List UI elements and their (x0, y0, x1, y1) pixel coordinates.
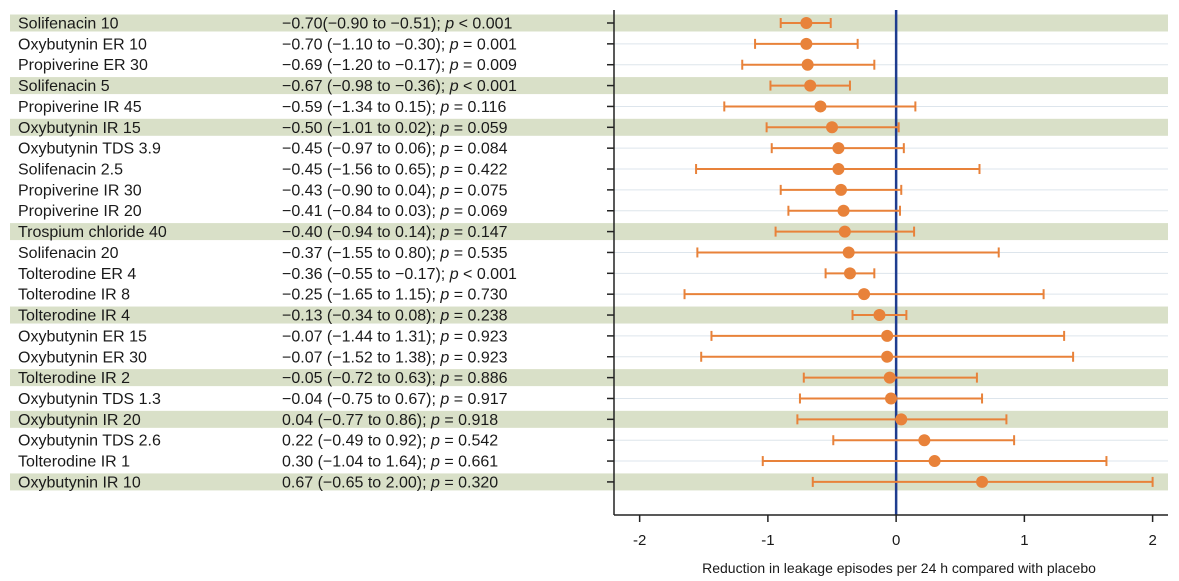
point-estimate (976, 475, 989, 488)
estimate-label: −0.05 (−0.72 to 0.63); p = 0.886 (282, 370, 508, 387)
point-estimate (804, 79, 817, 92)
estimate-label: −0.07 (−1.44 to 1.31); p = 0.923 (282, 328, 508, 345)
estimate-label: −0.36 (−0.55 to −0.17); p < 0.001 (282, 266, 517, 283)
estimate-label: 0.22 (−0.49 to 0.92); p = 0.542 (282, 433, 498, 450)
row-labels: Solifenacin 10 −0.70(−0.90 to −0.51); p <… (18, 16, 517, 492)
drug-label: Trospium chloride 40 (18, 224, 167, 241)
drug-label: Solifenacin 5 (18, 78, 110, 95)
point-estimate (826, 121, 839, 134)
drug-label: Oxybutynin ER 10 (18, 36, 147, 53)
x-tick-label: 0 (892, 532, 900, 549)
point-estimate (885, 392, 897, 405)
x-tick-label: -1 (761, 532, 774, 549)
point-estimate (843, 267, 856, 280)
point-estimate (800, 37, 813, 50)
drug-label: Propiverine ER 30 (18, 57, 148, 74)
estimate-label: −0.41 (−0.84 to 0.03); p = 0.069 (282, 203, 508, 220)
drug-label: Tolterodine IR 2 (18, 370, 130, 387)
point-estimate (837, 204, 850, 217)
point-estimates (800, 17, 989, 488)
row-band (10, 77, 1168, 95)
estimate-label: −0.37 (−1.55 to 0.80); p = 0.535 (282, 245, 508, 262)
estimate-label: −0.59 (−1.34 to 0.15); p = 0.116 (282, 99, 506, 116)
drug-label: Oxybutynin TDS 1.3 (18, 391, 161, 408)
estimate-label: −0.04 (−0.75 to 0.67); p = 0.917 (282, 391, 508, 408)
row-band (10, 410, 1168, 428)
drug-label: Oxybutynin IR 20 (18, 412, 141, 429)
point-estimate (832, 142, 845, 155)
estimate-label: −0.70 (−1.10 to −0.30); p = 0.001 (282, 36, 517, 53)
estimate-label: −0.50 (−1.01 to 0.02); p = 0.059 (282, 120, 508, 137)
x-tick-label: -2 (633, 532, 646, 549)
drug-label: Propiverine IR 30 (18, 182, 142, 199)
estimate-label: −0.13 (−0.34 to 0.08); p = 0.238 (282, 308, 508, 325)
estimate-label: −0.25 (−1.65 to 1.15); p = 0.730 (282, 287, 508, 304)
drug-label: Propiverine IR 45 (18, 99, 142, 116)
point-estimate (918, 434, 931, 447)
row-band (10, 473, 1168, 491)
estimate-label: −0.43 (−0.90 to 0.04); p = 0.075 (282, 182, 508, 199)
point-estimate (801, 58, 814, 71)
estimate-label: −0.69 (−1.20 to −0.17); p = 0.009 (282, 57, 517, 74)
drug-label: Tolterodine IR 4 (18, 308, 130, 325)
point-estimate (881, 350, 894, 363)
drug-label: Propiverine IR 20 (18, 203, 142, 220)
point-estimate (834, 183, 847, 196)
point-estimate (800, 17, 813, 29)
drug-label: Oxybutynin ER 15 (18, 328, 147, 345)
point-estimate (883, 371, 896, 384)
row-band (10, 223, 1168, 241)
estimate-label: −0.40 (−0.94 to 0.14); p = 0.147 (282, 224, 508, 241)
point-estimate (858, 288, 871, 301)
drug-label: Oxybutynin TDS 2.6 (18, 433, 161, 450)
point-estimate (842, 246, 855, 259)
row-band (10, 306, 1168, 324)
estimate-label: −0.70(−0.90 to −0.51); p < 0.001 (282, 16, 513, 33)
drug-label: Solifenacin 10 (18, 16, 119, 33)
drug-label: Oxybutynin IR 10 (18, 474, 141, 491)
point-estimate (832, 163, 845, 176)
x-tick-label: 1 (1020, 532, 1028, 549)
point-estimate (838, 225, 851, 238)
estimate-label: 0.04 (−0.77 to 0.86); p = 0.918 (282, 412, 498, 429)
row-ticks (607, 22, 614, 483)
x-axis-ticks: -2 -1 0 1 2 (633, 515, 1157, 549)
point-estimate (873, 309, 886, 322)
estimate-label: 0.30 (−1.04 to 1.64); p = 0.661 (282, 454, 498, 471)
drug-label: Tolterodine ER 4 (18, 266, 136, 283)
point-estimate (881, 329, 894, 342)
row-bands (10, 14, 1168, 491)
x-tick-label: 2 (1148, 532, 1156, 549)
drug-label: Tolterodine IR 8 (18, 287, 130, 304)
point-estimate (814, 100, 827, 113)
drug-label: Solifenacin 2.5 (18, 162, 123, 179)
row-band (10, 369, 1168, 387)
estimate-label: 0.67 (−0.65 to 2.00); p = 0.320 (282, 474, 498, 491)
drug-label: Oxybutynin TDS 3.9 (18, 141, 161, 158)
point-estimate (895, 413, 908, 426)
estimate-label: −0.45 (−1.56 to 0.65); p = 0.422 (282, 162, 508, 179)
drug-label: Tolterodine IR 1 (18, 454, 130, 471)
estimate-label: −0.45 (−0.97 to 0.06); p = 0.084 (282, 141, 508, 158)
drug-label: Oxybutynin IR 15 (18, 120, 141, 137)
estimate-label: −0.67 (−0.98 to −0.36); p < 0.001 (282, 78, 517, 95)
drug-label: Oxybutynin ER 30 (18, 349, 147, 366)
estimate-label: −0.07 (−1.52 to 1.38); p = 0.923 (282, 349, 508, 366)
row-band (10, 118, 1168, 136)
row-band (10, 14, 1168, 32)
point-estimate (928, 455, 941, 468)
drug-label: Solifenacin 20 (18, 245, 119, 262)
x-axis-title: Reduction in leakage episodes per 24 h c… (702, 560, 1096, 576)
